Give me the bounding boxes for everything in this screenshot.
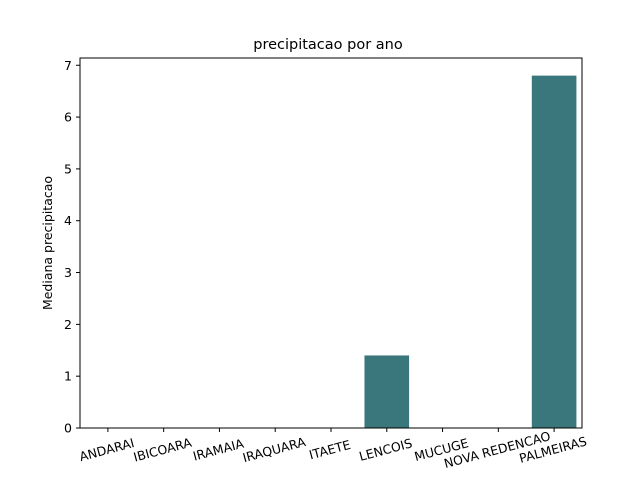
y-tick-label: 5 (64, 161, 72, 176)
y-axis-label: Mediana precipitacao (40, 176, 55, 310)
bar-palmeiras (531, 75, 577, 429)
y-tick-label: 2 (64, 317, 72, 332)
y-tick-label: 4 (64, 213, 72, 228)
y-tick-label: 6 (64, 110, 72, 125)
y-tick-label: 0 (64, 421, 72, 436)
y-tick-label: 7 (64, 58, 72, 73)
y-tick-label: 1 (64, 369, 72, 384)
bar-lencois (364, 355, 410, 428)
y-tick-label: 3 (64, 265, 72, 280)
chart-title: precipitacao por ano (253, 37, 403, 53)
